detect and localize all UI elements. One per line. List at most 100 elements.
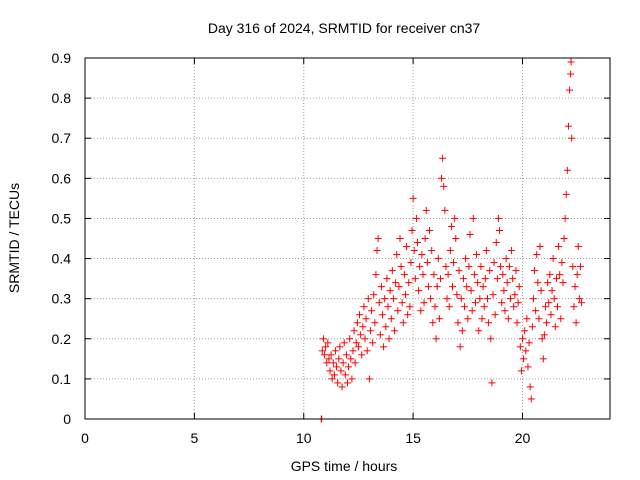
data-point (520, 355, 528, 363)
data-point (429, 319, 437, 327)
data-point (362, 315, 370, 323)
data-point (338, 383, 346, 391)
data-point (329, 359, 337, 367)
data-point (376, 331, 384, 339)
data-point (484, 295, 491, 303)
data-point (435, 315, 443, 323)
y-tick-label: 0.4 (52, 251, 72, 267)
data-point (436, 275, 444, 283)
data-point (575, 295, 583, 303)
data-point (331, 347, 339, 355)
data-point (568, 134, 576, 142)
data-point (545, 299, 553, 307)
data-point (372, 271, 380, 279)
data-point (563, 166, 571, 174)
data-point (541, 303, 549, 311)
data-point (401, 291, 409, 299)
data-point (426, 226, 434, 234)
data-point (546, 271, 554, 279)
data-point (462, 255, 470, 263)
data-point (326, 367, 334, 375)
data-point (512, 267, 520, 275)
data-point (531, 267, 539, 275)
data-point (554, 303, 561, 311)
data-point (468, 307, 476, 315)
data-point (458, 327, 466, 335)
data-point (491, 311, 499, 319)
data-point (361, 335, 369, 343)
data-point (561, 214, 569, 222)
data-point (350, 327, 358, 335)
data-point (327, 351, 335, 359)
data-point (356, 311, 364, 319)
data-point (486, 267, 494, 275)
data-point (543, 319, 551, 327)
plot-frame (84, 57, 611, 420)
data-point (424, 283, 432, 291)
y-tick-label: 0.9 (52, 50, 72, 66)
data-point (391, 327, 399, 335)
data-point (475, 327, 483, 335)
data-point (457, 295, 465, 303)
data-point (344, 379, 351, 387)
x-tick-label: 20 (515, 430, 531, 446)
data-point (409, 194, 417, 202)
data-point (455, 267, 463, 275)
data-point (551, 323, 559, 331)
data-point (485, 319, 493, 327)
data-point (535, 315, 543, 323)
data-point (415, 287, 423, 295)
data-point (478, 315, 486, 323)
data-point (406, 303, 414, 311)
data-point (336, 343, 344, 351)
data-point (559, 279, 567, 287)
data-point (519, 335, 526, 343)
data-point (481, 275, 489, 283)
data-point (454, 319, 462, 327)
data-point (555, 243, 563, 251)
data-point (392, 279, 400, 287)
data-point (510, 303, 518, 311)
data-point (421, 235, 429, 242)
data-point (533, 251, 541, 259)
data-point (504, 315, 512, 323)
data-point (538, 335, 546, 343)
data-point (469, 214, 477, 222)
data-point (414, 239, 421, 247)
data-point (377, 283, 385, 291)
data-point (325, 355, 333, 363)
data-point (558, 259, 566, 267)
data-point (366, 327, 374, 335)
data-point (548, 287, 556, 295)
y-tick-label: 0.8 (52, 90, 72, 106)
data-point (463, 283, 471, 291)
x-tick-label: 15 (405, 430, 421, 446)
data-point (419, 271, 427, 279)
chart-title: Day 316 of 2024, SRMTID for receiver cn3… (208, 20, 481, 36)
data-point (342, 351, 350, 359)
data-point (477, 263, 485, 271)
data-point (363, 347, 371, 355)
data-point (408, 226, 416, 234)
data-point (526, 383, 534, 391)
data-point (573, 271, 581, 279)
data-point (527, 395, 535, 403)
data-point (471, 299, 479, 307)
data-point (422, 206, 430, 214)
data-point (428, 247, 436, 255)
data-point (358, 351, 366, 359)
data-point (375, 299, 383, 307)
grid-lines (85, 58, 610, 419)
data-point (464, 315, 472, 323)
data-point (354, 343, 362, 351)
data-point (574, 243, 582, 251)
data-point (340, 339, 348, 347)
data-point (540, 331, 548, 339)
data-point (335, 355, 343, 363)
data-point (365, 375, 373, 383)
data-point (423, 259, 431, 267)
y-tick-label: 0.1 (52, 371, 72, 387)
data-point (445, 303, 453, 311)
data-point (384, 303, 392, 311)
data-point (560, 235, 568, 242)
